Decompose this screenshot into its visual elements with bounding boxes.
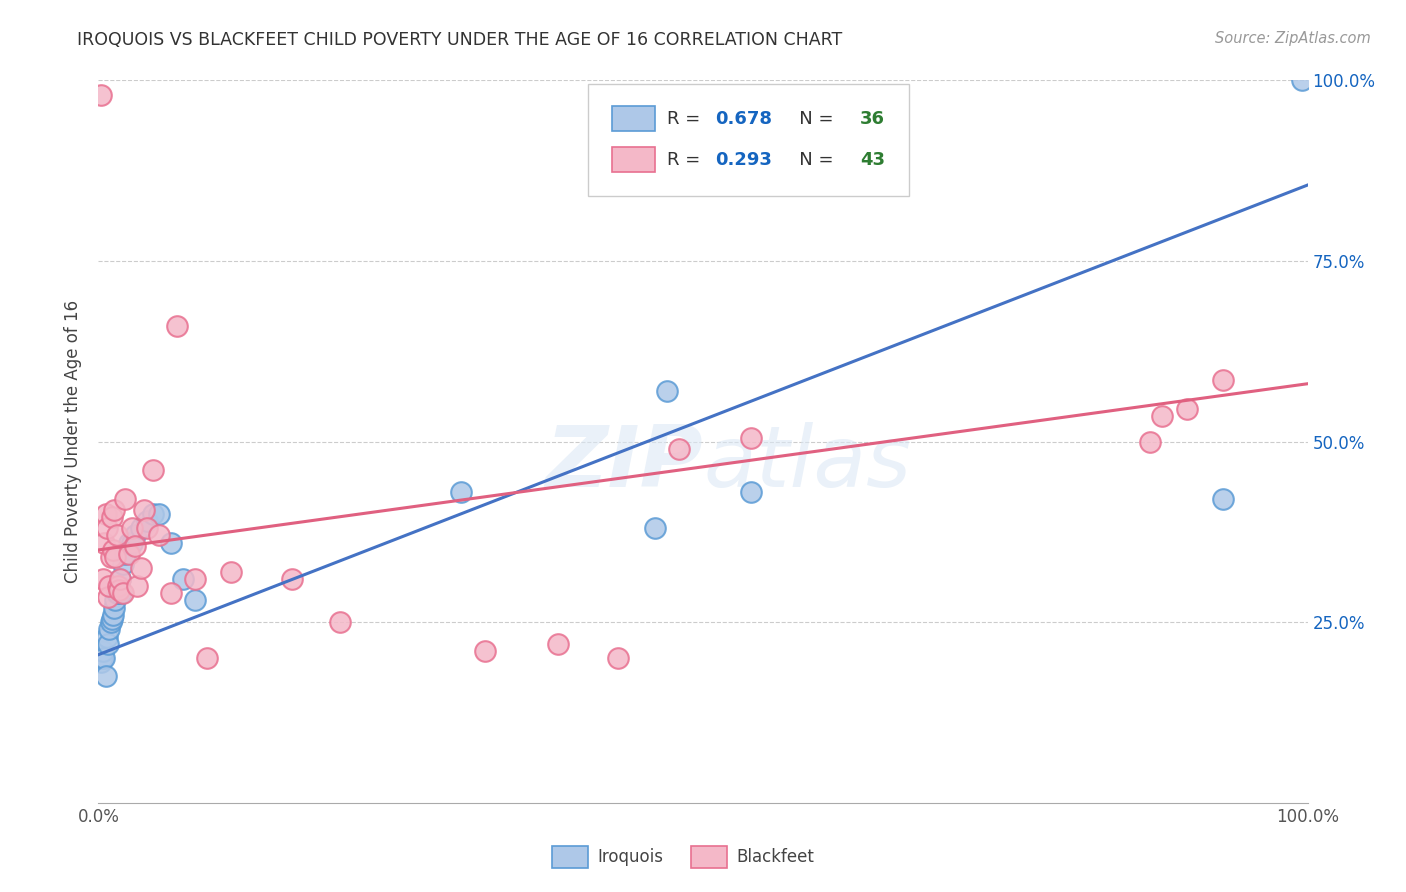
Point (166, 318, 188, 333)
FancyBboxPatch shape (551, 847, 588, 868)
Point (135, 514, 157, 528)
Point (101, 607, 124, 622)
Point (105, 528, 128, 542)
Point (100, 510, 122, 524)
Point (97, 637, 120, 651)
Point (329, 615, 352, 630)
Point (135, 521, 157, 535)
Point (1175, 402, 1198, 417)
Text: Source: ZipAtlas.com: Source: ZipAtlas.com (1215, 31, 1371, 46)
Y-axis label: Child Poverty Under the Age of 16: Child Poverty Under the Age of 16 (65, 300, 83, 583)
Point (110, 586, 132, 600)
Point (474, 644, 496, 658)
Point (195, 651, 218, 665)
Point (108, 572, 131, 586)
Point (100, 615, 122, 630)
Point (740, 485, 762, 500)
Point (1152, 409, 1174, 424)
FancyBboxPatch shape (613, 147, 655, 172)
Point (172, 572, 194, 586)
Point (547, 637, 569, 651)
Point (142, 507, 165, 521)
Point (160, 586, 183, 600)
Text: IROQUOIS VS BLACKFEET CHILD POVERTY UNDER THE AGE OF 16 CORRELATION CHART: IROQUOIS VS BLACKFEET CHILD POVERTY UNDE… (77, 31, 842, 49)
Point (142, 463, 165, 477)
Point (1291, 73, 1313, 87)
Point (607, 651, 630, 665)
Point (148, 507, 170, 521)
Point (221, 565, 243, 579)
Point (98, 623, 121, 637)
Point (114, 492, 136, 507)
Point (93, 535, 115, 549)
Point (108, 582, 131, 597)
Point (668, 442, 690, 456)
Point (90, 87, 112, 102)
Point (124, 539, 146, 553)
Point (111, 558, 134, 572)
Point (644, 521, 666, 535)
Text: Blackfeet: Blackfeet (737, 848, 814, 866)
Point (148, 528, 170, 542)
Point (100, 611, 122, 625)
Point (108, 572, 131, 586)
Point (121, 535, 143, 549)
Point (281, 572, 304, 586)
Point (96, 521, 118, 535)
Point (108, 579, 131, 593)
Point (118, 547, 141, 561)
Point (118, 535, 141, 549)
Text: N =: N = (782, 151, 839, 169)
Point (107, 579, 129, 593)
Point (91, 651, 114, 665)
Point (100, 550, 122, 565)
Point (1212, 373, 1234, 387)
Point (740, 431, 762, 445)
Text: 0.293: 0.293 (716, 151, 772, 169)
Point (91, 644, 114, 658)
Text: 0.678: 0.678 (716, 110, 772, 128)
Point (104, 593, 127, 607)
Text: ZIP: ZIP (546, 422, 703, 505)
Point (94, 507, 117, 521)
Text: N =: N = (782, 110, 839, 128)
Text: R =: R = (666, 151, 706, 169)
Point (103, 600, 125, 615)
Point (1139, 434, 1161, 449)
Point (104, 550, 127, 565)
Point (97, 590, 120, 604)
Text: atlas: atlas (703, 422, 911, 505)
Point (103, 503, 125, 517)
Text: R =: R = (666, 110, 706, 128)
Point (450, 485, 472, 500)
Text: Iroquois: Iroquois (598, 848, 664, 866)
Point (1212, 492, 1234, 507)
Point (184, 593, 207, 607)
Point (114, 547, 136, 561)
Point (655, 384, 678, 398)
Point (94, 669, 117, 683)
Point (93, 651, 115, 665)
Point (129, 561, 152, 575)
Point (111, 586, 134, 600)
FancyBboxPatch shape (690, 847, 727, 868)
Point (98, 579, 121, 593)
Point (129, 521, 152, 535)
Point (121, 521, 143, 535)
Point (107, 586, 129, 600)
FancyBboxPatch shape (613, 106, 655, 131)
Point (124, 528, 146, 542)
FancyBboxPatch shape (588, 84, 908, 196)
Point (105, 586, 128, 600)
Text: 43: 43 (860, 151, 886, 169)
Point (91, 572, 114, 586)
Point (101, 542, 124, 557)
Point (160, 535, 183, 549)
Point (127, 579, 149, 593)
Point (184, 572, 207, 586)
Text: 36: 36 (860, 110, 886, 128)
Point (134, 503, 156, 517)
Point (90, 655, 112, 669)
Point (96, 630, 118, 644)
